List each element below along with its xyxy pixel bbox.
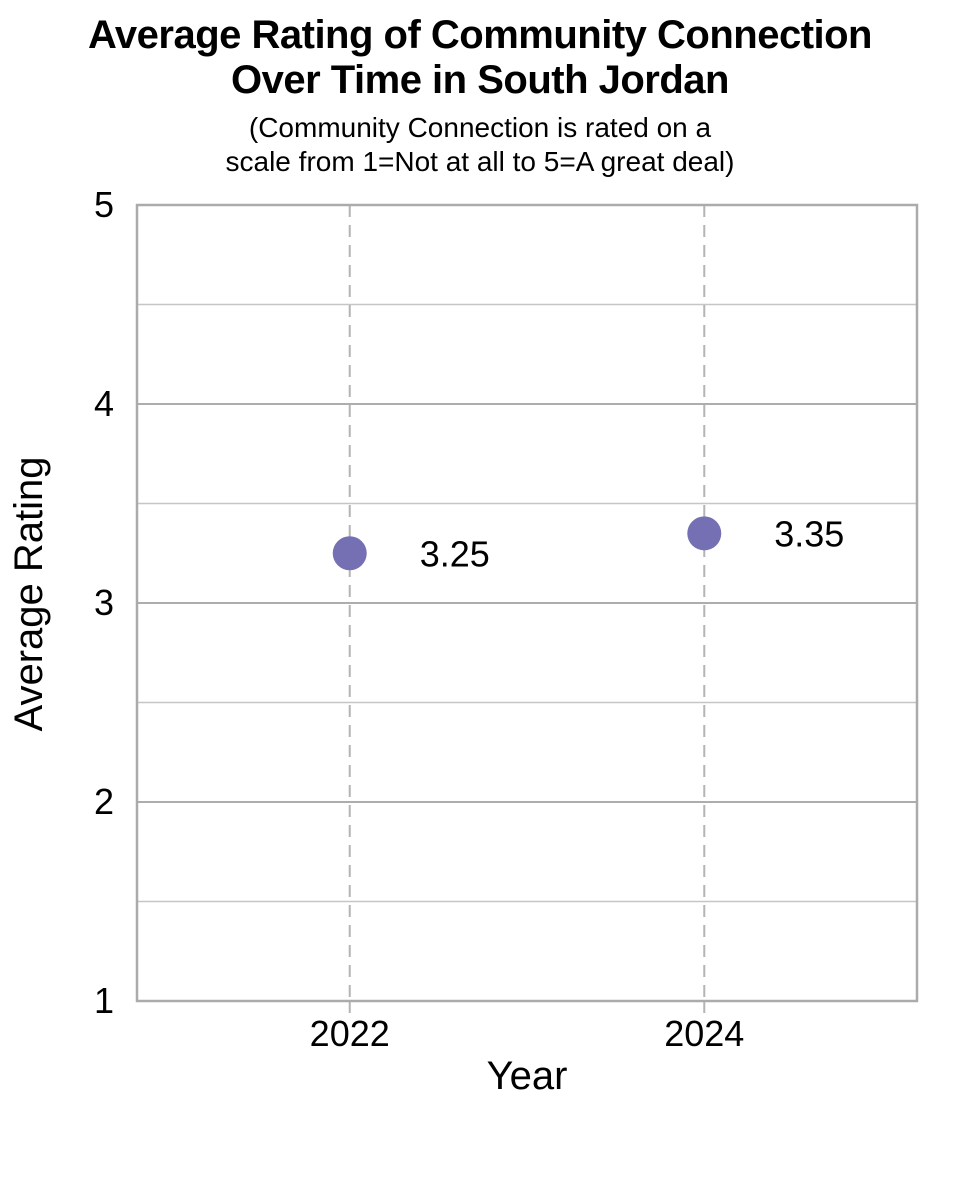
- x-tick-label: 2022: [310, 1013, 390, 1054]
- data-point: [332, 536, 367, 571]
- chart-subtitle: (Community Connection is rated on a scal…: [0, 111, 960, 179]
- chart-title-line-1: Average Rating of Community Connection: [87, 13, 873, 57]
- x-axis-tick-labels: 2022 2024: [310, 1013, 745, 1054]
- horizontal-gridlines: [137, 303, 917, 903]
- y-axis-tick-labels: 1 2 3 4 5: [94, 184, 114, 1021]
- chart-subtitle-line-1: (Community Connection is rated on a: [248, 112, 712, 143]
- data-point-labels: 3.25 3.35: [420, 513, 845, 574]
- chart-title: Average Rating of Community Connection O…: [0, 13, 960, 103]
- x-axis-title: Year: [487, 1054, 568, 1098]
- y-tick-label: 5: [94, 184, 114, 225]
- data-point-label: 3.35: [774, 513, 844, 554]
- data-points: [332, 516, 722, 571]
- chart-subtitle-line-2: scale from 1=Not at all to 5=A great dea…: [225, 146, 735, 177]
- data-point: [687, 516, 722, 551]
- y-tick-label: 1: [94, 980, 114, 1021]
- x-tick-label: 2024: [664, 1013, 744, 1054]
- chart-title-line-2: Over Time in South Jordan: [231, 58, 729, 102]
- vertical-dashed-gridlines: [348, 205, 706, 1013]
- y-tick-label: 4: [94, 383, 114, 424]
- plot-area-border: [135, 203, 919, 1003]
- y-tick-label: 2: [94, 781, 114, 822]
- y-tick-label: 3: [94, 582, 114, 623]
- y-axis-title: Average Rating: [7, 457, 51, 732]
- data-point-label: 3.25: [420, 533, 490, 574]
